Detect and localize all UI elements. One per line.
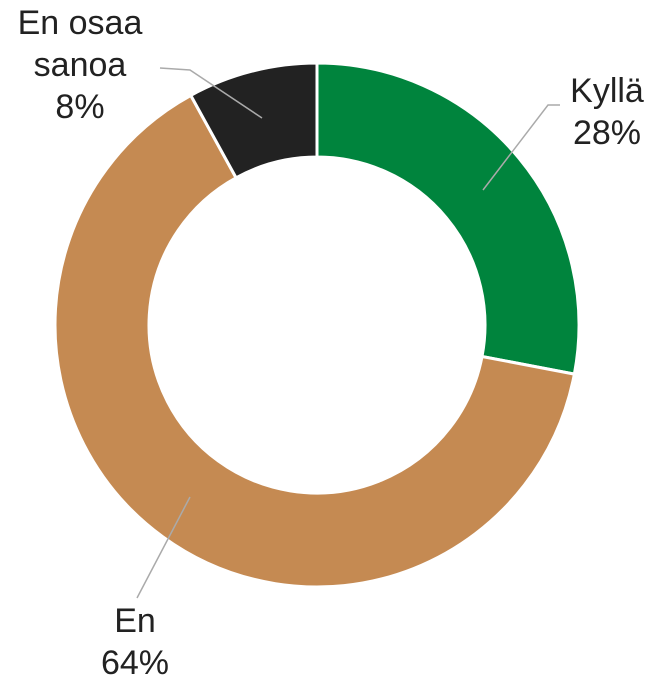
data-label: En osaa sanoa 8% [5, 2, 155, 128]
leader-lines [136, 67, 560, 599]
value-label: 28% [572, 114, 642, 152]
donut-segment [53, 93, 577, 589]
category-label: En osaa sanoa [17, 4, 143, 84]
category-label: Kyllä [570, 72, 644, 110]
leader-line [136, 496, 191, 599]
value-label: 8% [55, 88, 105, 126]
category-label: En [114, 602, 156, 640]
leader-line [159, 67, 263, 119]
leader-line [482, 104, 560, 191]
data-label: En 64% [55, 600, 215, 684]
donut [53, 61, 581, 589]
data-label: Kyllä 28% [527, 70, 657, 154]
value-label: 64% [100, 644, 170, 682]
donut-segment [315, 61, 581, 376]
